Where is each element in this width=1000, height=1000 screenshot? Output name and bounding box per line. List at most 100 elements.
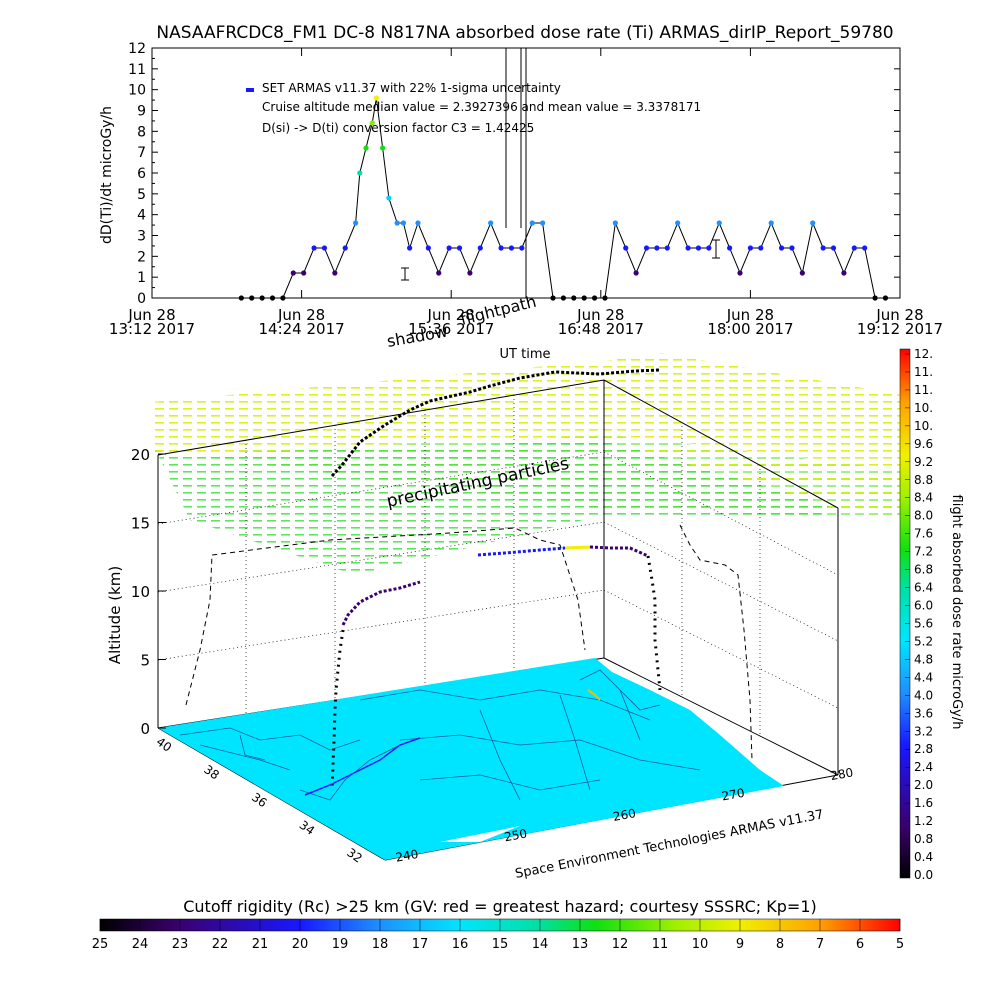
dose-point: [290, 270, 296, 276]
dose-point: [571, 295, 577, 301]
dose-point: [380, 145, 386, 151]
lat-tick-label: 36: [249, 790, 270, 810]
dose-series: [238, 95, 889, 301]
rigidity-tick-label: 17: [412, 937, 429, 952]
dose-point: [342, 245, 348, 251]
colorbar-tick-label: 9.6: [914, 437, 933, 451]
lat-tick-label: 40: [154, 735, 175, 755]
dose-point: [446, 245, 452, 251]
dose-point: [591, 295, 598, 301]
colorbar-tick-label: 5.2: [914, 634, 933, 648]
dose-point: [737, 270, 743, 276]
rigidity-tick-label: 12: [612, 937, 629, 952]
rigidity-tick-label: 18: [372, 937, 389, 952]
error-bar: [712, 239, 720, 259]
flightpath-label: flightpath: [458, 292, 538, 329]
dose-point: [778, 245, 785, 251]
longitude-axis: 240 250 260 270 280: [394, 765, 854, 864]
dose-point: [369, 120, 375, 126]
dose-point: [581, 295, 587, 301]
colorbar-tick-label: 11.: [914, 365, 933, 379]
colorbar-tick-label: 4.0: [914, 688, 933, 702]
dose-point: [280, 295, 286, 301]
colorbar-tick-label: 10.: [914, 401, 933, 415]
colorbar-tick-label: 8.8: [914, 473, 933, 487]
colorbar-tick-label: 4.8: [914, 652, 933, 666]
rigidity-tick-label: 6: [856, 937, 864, 952]
x-tick-time: 16:48 2017: [558, 320, 644, 338]
error-bar: [401, 267, 409, 281]
dose-point: [623, 245, 629, 251]
rigidity-tick-label: 10: [692, 937, 709, 952]
y-tick-label: 9: [137, 104, 146, 120]
dose-point: [602, 295, 608, 301]
y-tick-label: 1: [137, 270, 146, 286]
dose-point: [456, 245, 463, 251]
colorbar-tick-label: 2.0: [914, 778, 933, 792]
colorbar-tick-label: 0.4: [914, 850, 933, 864]
rigidity-tick-label: 25: [92, 937, 109, 952]
rigidity-tick-label: 23: [172, 937, 189, 952]
rigidity-tick-label: 16: [452, 937, 469, 952]
y-tick-label: 2: [137, 249, 146, 265]
x-tick-date: Jun 28: [726, 306, 774, 324]
lat-tick-label: 34: [297, 818, 318, 838]
z-tick-label: 15: [131, 515, 150, 533]
dose-colorbar: 12. 11. 11. 10. 10. 9.6 9.2 8.8 8.4 8.0 7.6 7.2 6.8 6…: [899, 347, 964, 882]
dose-point: [862, 245, 868, 251]
dose-point: [810, 220, 816, 226]
dose-point: [841, 270, 847, 276]
colorbar-tick-label: 10.: [914, 419, 933, 433]
x-tick-date: Jun 28: [127, 306, 175, 324]
dose-point: [882, 295, 889, 301]
dose-point: [425, 245, 431, 251]
dose-point: [612, 220, 618, 226]
colorbar-tick-label: 2.8: [914, 742, 933, 756]
colorbar-tick-label: 3.6: [914, 706, 933, 720]
ground-map: [158, 658, 784, 860]
lat-tick-label: 32: [344, 845, 365, 865]
colorbar-tick-label: 6.4: [914, 581, 933, 595]
x-tick-date: Jun 28: [427, 306, 475, 324]
annotation-3: D(si) -> D(ti) conversion factor C3 = 1.…: [262, 121, 534, 135]
report-title: NASAAFRCDC8_FM1 DC-8 N817NA absorbed dos…: [156, 23, 893, 43]
shadow-label: shadow: [385, 322, 449, 351]
dose-point: [269, 295, 276, 301]
rigidity-tick-label: 14: [532, 937, 549, 952]
rigidity-colorbar: Cutoff rigidity (Rc) >25 km (GV: red = g…: [92, 897, 904, 952]
map-borders: [179, 669, 701, 801]
colorbar-tick-label: 1.6: [914, 796, 933, 810]
dose-point: [716, 220, 722, 226]
colorbar-tick-label: 9.2: [914, 455, 933, 469]
particle-layer-bottom: [158, 440, 830, 575]
colorbar-tick-label: 2.4: [914, 760, 933, 774]
rigidity-tick-label: 15: [492, 937, 509, 952]
dose-point: [353, 220, 359, 226]
colorbar-tick-label: 0.8: [914, 832, 933, 846]
flightpath-track: [304, 545, 662, 796]
rigidity-tick-label: 11: [652, 937, 669, 952]
rigidity-tick-label: 19: [332, 937, 349, 952]
altitude-axis-label: Altitude (km): [106, 566, 124, 664]
x-tick-date: Jun 28: [576, 306, 624, 324]
colorbar-tick-label: 8.0: [914, 509, 933, 523]
dose-point: [633, 270, 639, 276]
shadow-trace-right: [679, 524, 753, 761]
dose-point: [830, 245, 837, 251]
dose-point: [363, 145, 369, 151]
colorbar-tick-label: 11.: [914, 383, 933, 397]
dose-point: [400, 220, 407, 226]
dose-point: [550, 295, 556, 301]
y-tick-label: 0: [137, 291, 146, 307]
dose-point: [488, 220, 494, 226]
dose-point: [758, 245, 764, 251]
dose-point: [540, 220, 546, 226]
dose-point: [407, 245, 413, 251]
dose-point: [415, 220, 421, 226]
dose-point: [851, 245, 857, 251]
colorbar-tick-label: 12.: [914, 347, 933, 361]
dose-point: [529, 220, 535, 226]
back-wall-grid: [157, 395, 839, 736]
y-tick-label: 6: [137, 166, 146, 182]
